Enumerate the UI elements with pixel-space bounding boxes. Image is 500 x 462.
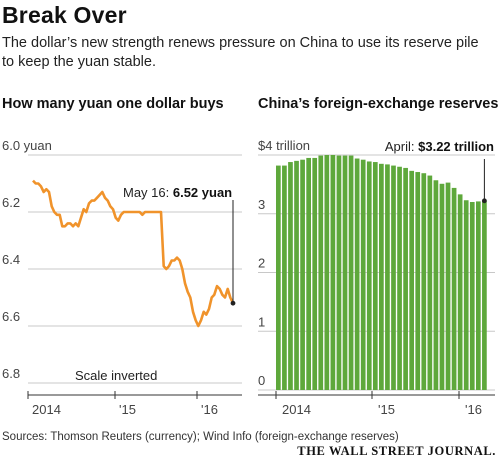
yuan-last-value-label: May 16: 6.52 yuan (123, 185, 232, 200)
yuan-y-tick-label: 6.2 (2, 195, 20, 210)
yuan-x-tick-label: 2014 (32, 402, 61, 417)
left-panel-title: How many yuan one dollar buys (2, 96, 224, 112)
reserves-bar (475, 201, 481, 390)
yuan-y-tick-label: 6.4 (2, 252, 20, 267)
reserves-bar (372, 162, 378, 390)
reserves-bar (427, 175, 433, 390)
reserves-bar (366, 161, 372, 390)
reserves-bar (318, 155, 324, 390)
scale-inverted-note: Scale inverted (75, 368, 157, 383)
reserves-bar (282, 165, 287, 390)
right-panel-title: China’s foreign-exchange reserves (258, 96, 499, 112)
chart-title: Break Over (2, 2, 127, 28)
reserves-bar (354, 158, 360, 390)
reserves-bar (403, 167, 408, 390)
yuan-x-tick-label: '16 (201, 402, 218, 417)
wsj-logo: THE WALL STREET JOURNAL. (297, 444, 496, 458)
chart-subtitle: The dollar’s new strength renews pressur… (2, 35, 479, 70)
reserves-bar (342, 155, 348, 390)
reserves-bar (451, 187, 457, 390)
reserves-last-point (481, 198, 487, 204)
reserves-bar (312, 157, 318, 390)
yuan-series-line (32, 179, 235, 328)
reserves-bar (379, 163, 384, 390)
reserves-bar (385, 164, 390, 390)
reserves-bar (415, 172, 421, 390)
reserves-y-tick-label: 3 (258, 197, 265, 212)
reserves-bar (457, 194, 463, 390)
reserves-bar (294, 160, 299, 390)
reserves-last-value-label: April: $3.22 trillion (385, 139, 494, 154)
yuan-y-tick-label: 6.8 (2, 366, 20, 381)
reserves-bar (306, 157, 311, 390)
reserves-bar (336, 155, 342, 390)
reserves-bar (433, 180, 439, 390)
reserves-x-tick-label: 2014 (282, 402, 311, 417)
reserves-bar (421, 173, 427, 390)
reserves-bar (276, 165, 281, 390)
reserves-bar (439, 183, 445, 390)
reserves-bar (397, 166, 402, 390)
reserves-bar (324, 155, 330, 390)
reserves-bar (482, 200, 487, 390)
yuan-x-tick-label: '15 (119, 402, 136, 417)
reserves-bar (288, 162, 293, 390)
reserves-bar (330, 155, 336, 390)
reserves-y-tick-label: 0 (258, 373, 265, 388)
reserves-y-tick-label: 1 (258, 314, 265, 329)
reserves-bar (348, 155, 354, 390)
reserves-x-tick-label: '15 (378, 402, 395, 417)
reserves-bar (445, 182, 451, 390)
reserves-bar (469, 202, 475, 390)
reserves-bar (409, 170, 415, 390)
reserves-y-tick-label: $4 trillion (258, 138, 310, 153)
source-note: Sources: Thomson Reuters (currency); Win… (2, 431, 399, 443)
yuan-y-tick-label: 6.6 (2, 309, 20, 324)
reserves-bar (300, 159, 305, 390)
reserves-bar (463, 200, 469, 390)
reserves-y-tick-label: 2 (258, 256, 265, 271)
reserves-x-tick-label: '16 (465, 402, 482, 417)
reserves-bar (360, 159, 366, 390)
yuan-y-tick-label: 6.0 yuan (2, 138, 52, 153)
reserves-bar (391, 165, 396, 390)
